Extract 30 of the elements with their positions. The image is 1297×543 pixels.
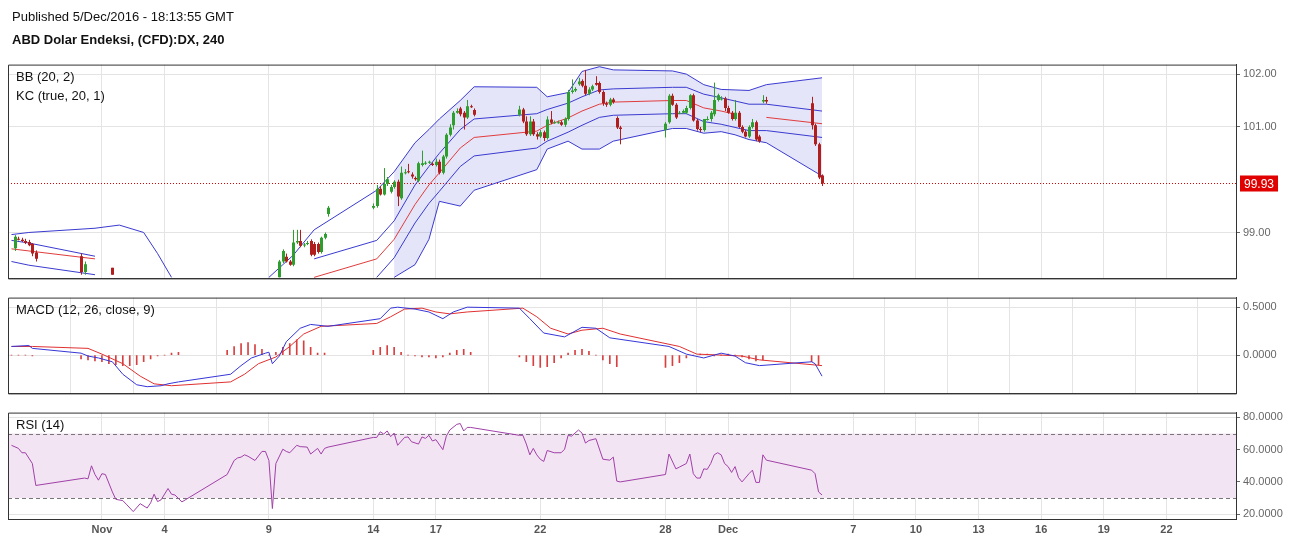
x-tick-label: 13 xyxy=(972,522,985,535)
annotation: BB (20, 2) xyxy=(16,68,75,84)
y-tick-label: 40.0000 xyxy=(1243,474,1283,487)
y-tick-label: 0.5000 xyxy=(1243,300,1277,313)
x-tick-label: 4 xyxy=(161,522,169,535)
chart-subtitle: Published 5/Dec/2016 - 18:13:55 GMT xyxy=(12,9,234,24)
x-tick-label: 22 xyxy=(534,522,547,535)
x-tick-label: 9 xyxy=(265,522,272,535)
x-tick-label: 7 xyxy=(850,522,857,535)
x-tick-label: Dec xyxy=(718,522,739,535)
chart-title: ABD Dolar Endeksi, (CFD):DX, 240 xyxy=(12,32,225,47)
x-tick-label: 17 xyxy=(429,522,443,535)
y-tick-label: 99.00 xyxy=(1243,225,1271,238)
y-tick-label: 101.00 xyxy=(1243,119,1277,132)
y-tick-label: 60.0000 xyxy=(1243,442,1283,455)
x-tick-label: 14 xyxy=(367,522,381,535)
y-tick-label: 20.0000 xyxy=(1243,507,1283,520)
ref-line-label: 99.93 xyxy=(1244,176,1275,191)
x-tick-label: 28 xyxy=(659,522,672,535)
annotation: MACD (12, 26, close, 9) xyxy=(16,301,155,317)
x-tick-label: 16 xyxy=(1035,522,1048,535)
annotation: KC (true, 20, 1) xyxy=(16,87,105,103)
y-tick-label: 0.0000 xyxy=(1243,348,1277,361)
annotation: RSI (14) xyxy=(16,416,65,432)
y-tick-label: 102.00 xyxy=(1243,67,1277,80)
x-tick-label: 19 xyxy=(1097,522,1110,535)
x-tick-label: 22 xyxy=(1160,522,1173,535)
y-tick-label: 80.0000 xyxy=(1243,410,1283,423)
x-tick-label: 10 xyxy=(909,522,923,535)
x-tick-label: Nov xyxy=(91,522,114,535)
